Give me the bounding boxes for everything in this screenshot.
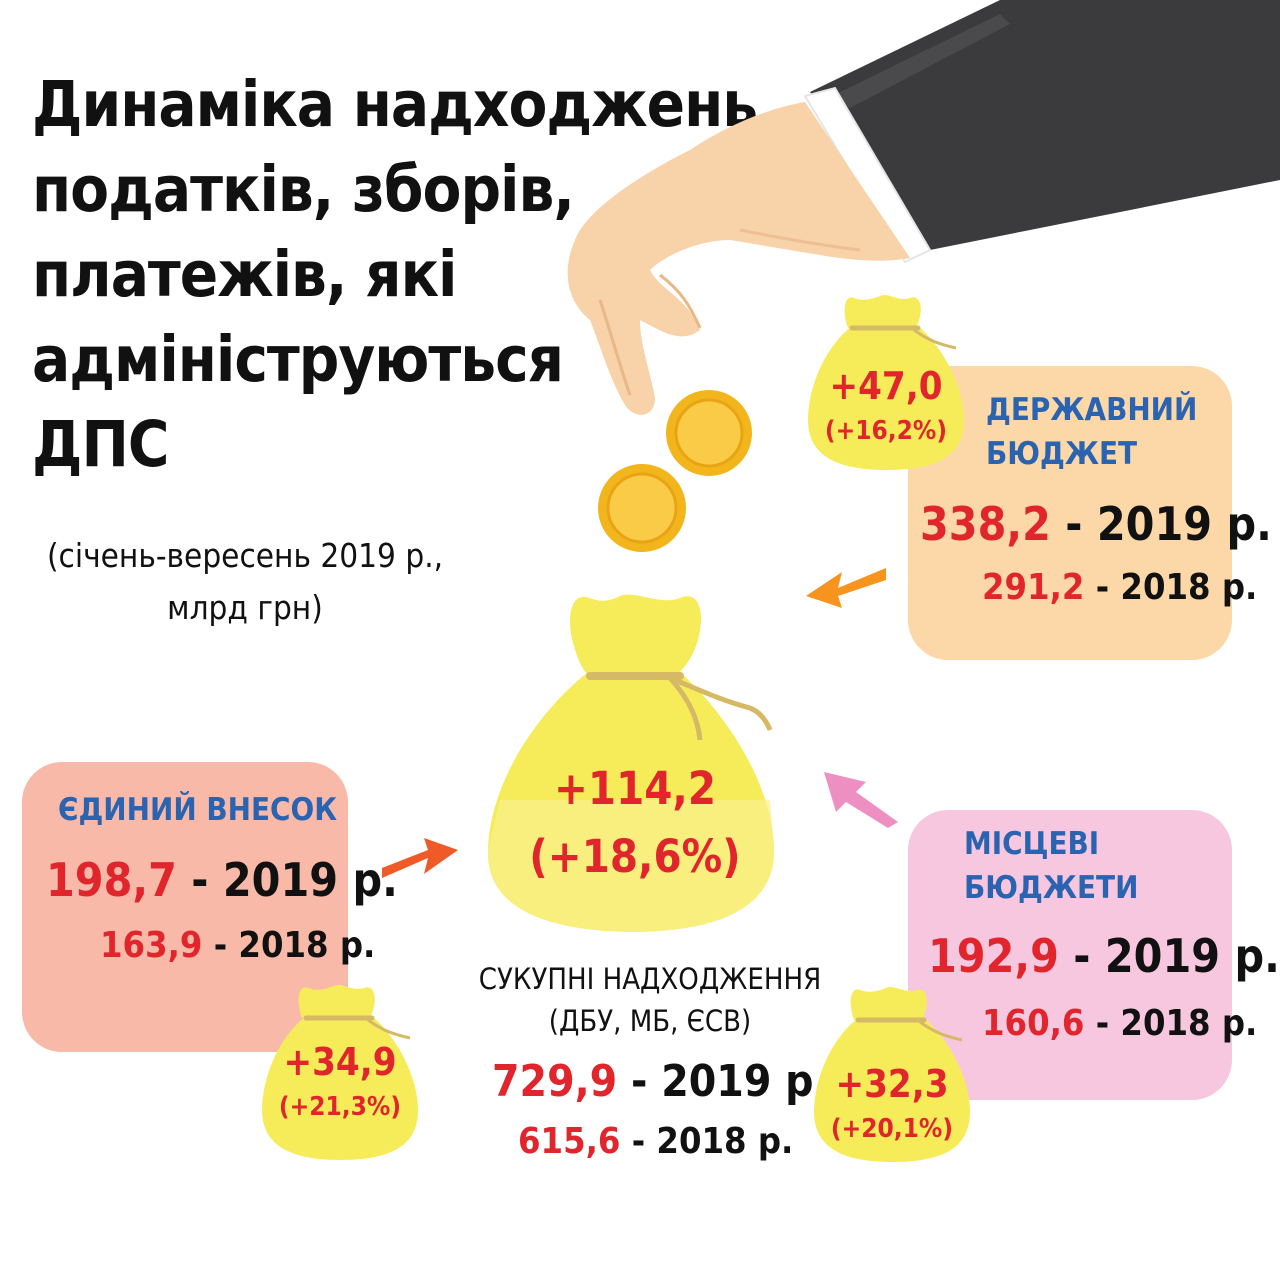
single-contribution-bag-change: +34,9 bbox=[283, 1040, 397, 1084]
state-budget-title: ДЕРЖАВНИЙ БЮДЖЕТ bbox=[986, 388, 1197, 476]
total-bag-percent: (+18,6%) bbox=[529, 830, 741, 883]
total-label: СУКУПНІ НАДХОДЖЕННЯ (ДБУ, МБ, ЄСВ) bbox=[470, 958, 830, 1042]
hand-icon bbox=[567, 0, 1280, 415]
total-2018-value: 615,6 bbox=[518, 1121, 621, 1162]
local-budgets-2018-value: 160,6 bbox=[982, 1003, 1085, 1044]
single-contribution-2018-value: 163,9 bbox=[100, 925, 203, 966]
single-contribution-2018-label: - 2018 р. bbox=[202, 925, 376, 966]
subtitle-line-2: млрд грн) bbox=[167, 588, 323, 627]
total-2018-label: - 2018 р. bbox=[620, 1121, 794, 1162]
local-budgets-2019: 192,9 - 2019 р. bbox=[928, 928, 1280, 984]
money-bag-icon bbox=[808, 295, 964, 470]
state-budget-2018: 291,2 - 2018 р. bbox=[982, 566, 1257, 610]
local-budgets-2019-label: - 2019 р. bbox=[1058, 929, 1280, 983]
money-bag-icon bbox=[814, 987, 970, 1162]
title-line-2: податків, зборів, bbox=[32, 153, 575, 226]
single-contribution-2018: 163,9 - 2018 р. bbox=[100, 924, 375, 968]
local-budgets-2018-label: - 2018 р. bbox=[1084, 1003, 1258, 1044]
single-contribution-card bbox=[22, 762, 348, 1052]
local-budgets-title-line-2: БЮДЖЕТИ bbox=[964, 870, 1139, 906]
page-title: Динаміка надходжень податків, зборів, пл… bbox=[32, 62, 758, 487]
local-budgets-title: МІСЦЕВІ БЮДЖЕТИ bbox=[964, 822, 1138, 910]
total-2019-value: 729,9 bbox=[492, 1056, 618, 1107]
page-subtitle: (січень-вересень 2019 р., млрд грн) bbox=[20, 530, 470, 634]
local-budgets-2018: 160,6 - 2018 р. bbox=[982, 1002, 1257, 1046]
state-budget-2019-value: 338,2 bbox=[920, 497, 1051, 551]
local-budgets-2019-value: 192,9 bbox=[928, 929, 1059, 983]
state-budget-bag-percent: (+16,2%) bbox=[824, 416, 948, 446]
local-budgets-bag-percent: (+20,1%) bbox=[830, 1114, 954, 1144]
title-line-5: ДПС bbox=[32, 408, 170, 481]
arrow-icon bbox=[806, 568, 886, 608]
state-budget-title-line-1: ДЕРЖАВНИЙ bbox=[986, 392, 1198, 428]
single-contribution-2019-value: 198,7 bbox=[46, 853, 177, 907]
state-budget-bag-change: +47,0 bbox=[829, 364, 943, 408]
single-contribution-title: ЄДИНИЙ ВНЕСОК bbox=[58, 792, 337, 828]
total-2019: 729,9 - 2019 р. bbox=[492, 1054, 829, 1110]
title-line-1: Динаміка надходжень bbox=[32, 68, 758, 141]
state-budget-2018-value: 291,2 bbox=[982, 567, 1085, 608]
coin-icon bbox=[666, 390, 752, 476]
state-budget-title-line-2: БЮДЖЕТ bbox=[986, 436, 1138, 472]
total-label-line-1: СУКУПНІ НАДХОДЖЕННЯ bbox=[478, 962, 822, 996]
total-label-line-2: (ДБУ, МБ, ЄСВ) bbox=[548, 1004, 752, 1038]
single-contribution-2019-label: - 2019 р. bbox=[176, 853, 398, 907]
subtitle-line-1: (січень-вересень 2019 р., bbox=[46, 536, 444, 575]
state-budget-2018-label: - 2018 р. bbox=[1084, 567, 1258, 608]
title-line-4: адмініструються bbox=[32, 323, 564, 396]
total-2018: 615,6 - 2018 р. bbox=[518, 1120, 793, 1164]
coin-icon bbox=[598, 464, 686, 552]
total-2019-label: - 2019 р. bbox=[617, 1056, 829, 1107]
state-budget-2019: 338,2 - 2019 р. bbox=[920, 496, 1272, 552]
local-budgets-card bbox=[908, 810, 1232, 1100]
money-bag-icon bbox=[487, 594, 775, 932]
arrow-icon bbox=[382, 838, 458, 878]
local-budgets-title-line-1: МІСЦЕВІ bbox=[964, 826, 1100, 862]
state-budget-2019-label: - 2019 р. bbox=[1050, 497, 1272, 551]
title-line-3: платежів, які bbox=[32, 238, 457, 311]
arrow-icon bbox=[824, 772, 898, 828]
money-bag-icon bbox=[262, 985, 418, 1160]
single-contribution-2019: 198,7 - 2019 р. bbox=[46, 852, 398, 908]
local-budgets-bag-change: +32,3 bbox=[835, 1062, 949, 1106]
single-contribution-bag-percent: (+21,3%) bbox=[278, 1092, 402, 1122]
total-bag-change: +114,2 bbox=[554, 762, 716, 815]
